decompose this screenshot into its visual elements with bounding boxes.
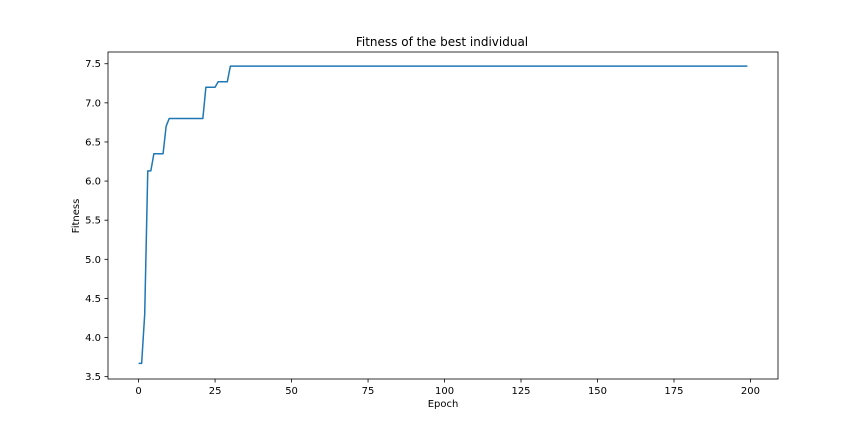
y-axis-label: Fitness bbox=[71, 199, 82, 234]
x-axis-ticks: 0 25 50 75 100 125 150 175 200 bbox=[135, 379, 760, 397]
y-tick-label: 4.5 bbox=[85, 294, 101, 305]
x-tick-label: 75 bbox=[362, 386, 375, 397]
x-tick-label: 175 bbox=[664, 386, 683, 397]
plot-area bbox=[107, 51, 779, 380]
chart-title: Fitness of the best individual bbox=[356, 35, 528, 49]
y-tick-label: 5.5 bbox=[85, 216, 101, 227]
y-tick-label: 7.0 bbox=[85, 98, 101, 109]
x-tick-label: 0 bbox=[135, 386, 141, 397]
x-tick-label: 200 bbox=[741, 386, 760, 397]
x-axis-label: Epoch bbox=[428, 399, 459, 410]
y-tick-label: 3.5 bbox=[85, 372, 101, 383]
y-tick-label: 4.0 bbox=[85, 333, 101, 344]
y-tick-label: 6.0 bbox=[85, 177, 101, 188]
x-tick-label: 50 bbox=[285, 386, 298, 397]
series-layer bbox=[138, 65, 748, 365]
y-tick-label: 6.5 bbox=[85, 137, 101, 148]
x-tick-label: 150 bbox=[588, 386, 607, 397]
x-tick-label: 100 bbox=[435, 386, 454, 397]
y-tick-label: 5.0 bbox=[85, 255, 101, 266]
x-tick-label: 25 bbox=[209, 386, 222, 397]
x-tick-label: 125 bbox=[511, 386, 530, 397]
series-line-0 bbox=[138, 65, 748, 365]
y-tick-label: 7.5 bbox=[85, 59, 101, 70]
y-axis-ticks: 3.5 4.0 4.5 5.0 5.5 6.0 6.5 7.0 7.5 bbox=[85, 59, 108, 383]
